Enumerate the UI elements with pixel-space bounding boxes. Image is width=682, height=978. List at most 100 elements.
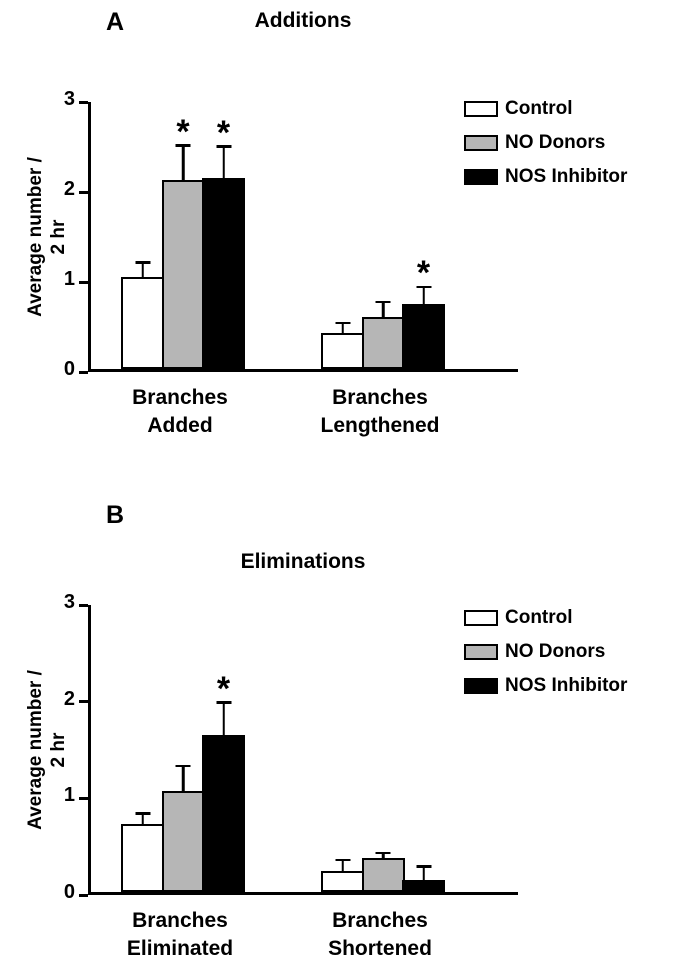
bar-fill bbox=[202, 735, 245, 892]
bar-group-branches-shortened bbox=[321, 851, 445, 892]
y-tick-label-0: 0 bbox=[63, 358, 75, 380]
panel-label-a: A bbox=[106, 8, 125, 36]
bar-nos-inhibitor-branches-lengthened: * bbox=[402, 256, 445, 369]
bar-fill bbox=[361, 858, 405, 892]
error-bar-cap bbox=[216, 145, 231, 148]
x-category-branches-eliminated: Branches Eliminated bbox=[60, 907, 300, 963]
error-bar-cap bbox=[175, 144, 191, 147]
plot-area-additions: 0 1 2 3 * * * bbox=[64, 88, 518, 380]
error-bar bbox=[181, 146, 185, 180]
plot-area-eliminations: 0 1 2 3 * bbox=[64, 591, 518, 903]
legend-label-control: Control bbox=[505, 98, 573, 119]
y-axis-label-line-1: Average number / bbox=[25, 670, 46, 830]
y-tick-0 bbox=[79, 893, 88, 897]
significance-asterisk: * bbox=[216, 669, 231, 708]
error-bar-cap bbox=[416, 285, 431, 289]
panel-label-b: B bbox=[106, 501, 125, 529]
y-tick-1 bbox=[79, 280, 88, 284]
error-bar bbox=[141, 263, 144, 278]
bar-control-branches-added bbox=[121, 261, 164, 369]
bar-no-donors-branches-eliminated bbox=[161, 764, 205, 892]
legend-item-no-donors: NO Donors bbox=[464, 132, 627, 154]
error-bar bbox=[181, 767, 185, 791]
legend-swatch-control bbox=[464, 101, 498, 117]
error-bar bbox=[381, 854, 385, 859]
x-category-line-2: Added bbox=[147, 414, 213, 437]
legend-item-control: Control bbox=[464, 98, 627, 120]
y-tick-1 bbox=[79, 796, 88, 800]
bar-nos-inhibitor-branches-shortened bbox=[402, 865, 445, 892]
error-bar-cap bbox=[335, 321, 350, 324]
error-bar-cap bbox=[135, 812, 150, 815]
significance-asterisk: * bbox=[216, 113, 231, 152]
bar-fill bbox=[402, 880, 445, 892]
bar-fill bbox=[161, 790, 205, 892]
x-category-line-2: Eliminated bbox=[126, 937, 234, 960]
bar-nos-inhibitor-branches-eliminated: * bbox=[202, 672, 245, 892]
y-tick-label-1: 1 bbox=[63, 268, 75, 290]
error-bar-cap bbox=[375, 851, 391, 855]
x-category-line-1: Branches bbox=[332, 386, 428, 409]
legend-item-nos-inhibitor: NOS Inhibitor bbox=[464, 675, 627, 697]
y-tick-2 bbox=[79, 190, 88, 194]
legend-eliminations: Control NO Donors NOS Inhibitor bbox=[464, 607, 627, 709]
legend-item-control: Control bbox=[464, 607, 627, 629]
bar-no-donors-branches-added: * bbox=[161, 115, 205, 369]
panel-additions: A Additions Average number / 2 hr 0 1 2 3 * *… bbox=[25, 8, 627, 440]
x-category-branches-lengthened: Branches Lengthened bbox=[260, 384, 500, 440]
y-axis-label-line-1: Average number / bbox=[25, 157, 46, 317]
x-category-line-1: Branches bbox=[332, 909, 428, 932]
bar-group-branches-added: * * bbox=[121, 115, 245, 369]
y-tick-label-0: 0 bbox=[63, 881, 75, 903]
error-bar bbox=[381, 303, 385, 317]
y-tick-2 bbox=[79, 700, 88, 704]
x-category-line-1: Branches bbox=[132, 386, 228, 409]
legend-item-nos-inhibitor: NOS Inhibitor bbox=[464, 166, 627, 188]
error-bar-cap bbox=[175, 764, 191, 768]
x-category-line-2: Lengthened bbox=[320, 414, 440, 437]
bar-group-branches-lengthened: * bbox=[321, 256, 445, 369]
bar-control-branches-shortened bbox=[321, 858, 364, 892]
y-tick-3 bbox=[79, 603, 88, 607]
error-bar bbox=[422, 288, 425, 305]
legend-swatch-no-donors bbox=[464, 644, 498, 660]
error-bar-cap bbox=[135, 261, 150, 264]
bar-control-branches-eliminated bbox=[121, 812, 164, 892]
y-tick-0 bbox=[79, 370, 88, 374]
legend-label-nos-inhibitor: NOS Inhibitor bbox=[505, 166, 628, 187]
error-bar bbox=[222, 703, 225, 736]
y-tick-label-2: 2 bbox=[63, 687, 75, 710]
error-bar-cap bbox=[375, 300, 391, 304]
bar-control-branches-lengthened bbox=[321, 321, 364, 369]
y-axis-label-line-2: 2 hr bbox=[48, 219, 69, 255]
error-bar bbox=[141, 814, 144, 825]
y-axis-label: Average number / 2 hr bbox=[24, 615, 70, 885]
panel-eliminations: B Eliminations Average number / 2 hr 0 1 2… bbox=[0, 495, 682, 978]
x-category-line-2: Shortened bbox=[328, 937, 432, 960]
error-bar bbox=[222, 147, 225, 179]
legend-label-no-donors: NO Donors bbox=[505, 641, 606, 662]
legend-swatch-nos-inhibitor bbox=[464, 678, 498, 694]
y-tick-label-3: 3 bbox=[63, 88, 75, 110]
bar-fill bbox=[402, 304, 445, 369]
y-tick-3 bbox=[79, 100, 88, 104]
chart-title-additions: Additions bbox=[254, 9, 352, 32]
x-category-branches-added: Branches Added bbox=[60, 384, 300, 440]
bar-nos-inhibitor-branches-added: * bbox=[202, 116, 245, 369]
bar-fill bbox=[121, 824, 164, 892]
legend-label-no-donors: NO Donors bbox=[505, 132, 606, 153]
y-tick-label-2: 2 bbox=[63, 178, 75, 200]
significance-asterisk: * bbox=[176, 112, 190, 151]
bar-fill bbox=[321, 870, 364, 892]
legend-swatch-control bbox=[464, 610, 498, 626]
y-tick-label-1: 1 bbox=[63, 784, 75, 807]
bar-fill bbox=[121, 277, 164, 369]
error-bar-cap bbox=[335, 858, 350, 862]
significance-asterisk: * bbox=[416, 254, 431, 293]
error-bar-cap bbox=[416, 865, 431, 868]
legend-item-no-donors: NO Donors bbox=[464, 641, 627, 663]
error-bar-cap bbox=[216, 701, 231, 704]
x-category-line-1: Branches bbox=[132, 909, 228, 932]
legend-swatch-nos-inhibitor bbox=[464, 169, 498, 185]
